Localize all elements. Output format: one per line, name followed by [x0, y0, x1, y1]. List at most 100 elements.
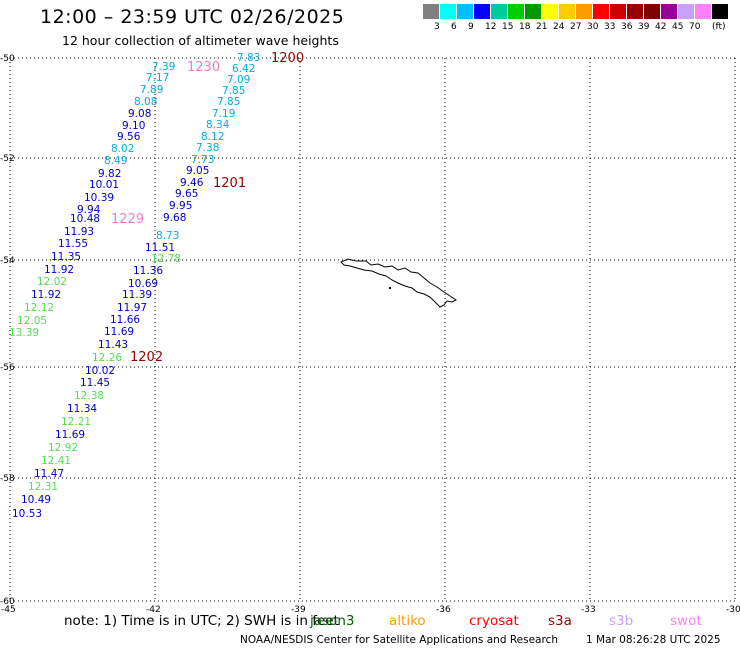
legend-swatch [677, 4, 694, 19]
track-time-labels: 1200 1230 1201 1229 1202 [111, 51, 304, 365]
wave-height-value: 7.89 [140, 84, 163, 96]
legend-swatch [473, 4, 490, 19]
legend-tick-label: 33 [604, 22, 616, 32]
legend-tick-label: 9 [468, 22, 474, 32]
page-subtitle: 12 hour collection of altimeter wave hei… [62, 33, 339, 48]
wave-height-value: 7.09 [227, 74, 250, 86]
satellite-label-jason3: jason3 [310, 613, 355, 629]
legend-tick-label: 12 [485, 22, 497, 32]
legend-swatch [558, 4, 575, 19]
footer-note: note: 1) Time is in UTC; 2) SWH is in fe… [64, 613, 339, 629]
latitude-tick-label: -50 [0, 54, 15, 64]
longitude-tick-label: -33 [581, 605, 596, 615]
wave-height-value: 11.66 [110, 314, 140, 326]
wave-height-value: 12.12 [24, 302, 54, 314]
wave-height-value: 11.43 [98, 339, 128, 351]
wave-height-value: 8.73 [156, 230, 179, 242]
wave-height-value: 9.68 [163, 212, 186, 224]
wave-height-value: 11.93 [64, 226, 94, 238]
wave-height-value: 9.65 [175, 188, 198, 200]
wave-height-value: 11.69 [55, 429, 85, 441]
legend-tick-label: 45 [672, 22, 684, 32]
satellite-label-s3a: s3a [548, 613, 572, 629]
wave-height-value: 8.49 [104, 155, 127, 167]
wave-height-value: 11.69 [104, 326, 134, 338]
legend-tick-label: 24 [553, 22, 565, 32]
wave-height-value: 11.45 [80, 377, 110, 389]
generation-timestamp: 1 Mar 08:26:28 UTC 2025 [586, 634, 721, 646]
wave-height-value: 12.02 [37, 276, 67, 288]
longitude-tick-label: -45 [1, 605, 16, 615]
legend-swatch [422, 4, 439, 19]
wave-height-value: 9.56 [117, 131, 141, 143]
latitude-tick-label: -58 [0, 474, 15, 484]
wave-height-value: 9.08 [128, 108, 151, 120]
track-time-label: 1200 [271, 51, 304, 66]
longitude-tick-label: -36 [436, 605, 451, 615]
color-legend: 3 6 9 12 15 18 21 24 27 30 33 36 39 42 45 70 (ft) [422, 4, 740, 32]
legend-swatch [490, 4, 507, 19]
wave-height-value: 8.02 [111, 143, 134, 155]
track-time-label: 1202 [130, 350, 163, 365]
legend-tick-label: 27 [570, 22, 582, 32]
wave-height-value: 9.05 [186, 165, 209, 177]
legend-swatch [643, 4, 660, 19]
track-time-label: 1201 [213, 176, 246, 191]
wave-height-value: 7.38 [196, 142, 219, 154]
page-title: 12:00 – 23:59 UTC 02/26/2025 [40, 6, 345, 28]
wave-height-value: 11.34 [67, 403, 97, 415]
satellite-label-cryosat: cryosat [469, 613, 519, 629]
wave-height-value: 9.95 [169, 200, 192, 212]
legend-tick-label: 21 [536, 22, 548, 32]
satellite-label-s3b: s3b [609, 613, 634, 629]
legend-swatch [626, 4, 643, 19]
wave-height-value: 7.17 [146, 72, 169, 84]
legend-unit: (ft) [712, 22, 726, 32]
legend-tick-label: 42 [655, 22, 667, 32]
legend-tick-label: 18 [519, 22, 531, 32]
satellite-label-altiko: altiko [389, 613, 426, 629]
track-time-label: 1229 [111, 212, 144, 227]
longitude-tick-label: -39 [291, 605, 306, 615]
wave-height-value: 7.85 [217, 96, 240, 108]
legend-tick-label: 36 [621, 22, 633, 32]
wave-height-value: 10.01 [89, 179, 119, 191]
wave-height-value: 11.55 [58, 238, 88, 250]
wave-height-value: 12.41 [41, 455, 71, 467]
wave-height-value: 7.85 [222, 85, 245, 97]
wave-height-value: 12.31 [28, 481, 58, 493]
track-time-label: 1230 [187, 60, 220, 75]
legend-swatch [541, 4, 558, 19]
wave-height-value: 11.92 [31, 289, 61, 301]
wave-height-value: 11.39 [122, 289, 152, 301]
satellite-label-swot: swot [670, 613, 702, 629]
wave-height-value: 10.48 [70, 213, 100, 225]
legend-tick-label: 39 [638, 22, 650, 32]
altimeter-tracks: 7.836.427.097.857.857.198.348.127.387.73… [9, 52, 260, 520]
wave-height-value: 11.35 [51, 251, 81, 263]
island-islet [389, 287, 391, 289]
south-georgia-island-outline [340, 258, 457, 308]
legend-tick-label: 30 [587, 22, 599, 32]
longitude-tick-label: -30 [726, 605, 740, 615]
wave-height-value: 9.46 [180, 177, 204, 189]
legend-tick-label: 3 [434, 22, 440, 32]
legend-swatch [456, 4, 473, 19]
legend-swatch [439, 4, 456, 19]
legend-swatch [507, 4, 524, 19]
legend-swatch [592, 4, 609, 19]
legend-swatch [609, 4, 626, 19]
wave-height-value: 10.02 [85, 365, 115, 377]
legend-swatch [711, 4, 728, 19]
wave-height-value: 12.21 [61, 416, 91, 428]
wave-height-value: 10.39 [84, 192, 114, 204]
legend-swatches [422, 4, 740, 19]
wave-height-value: 11.47 [34, 468, 64, 480]
wave-height-value: 13.39 [9, 327, 39, 339]
wave-height-value: 12.26 [92, 352, 122, 364]
legend-swatch [660, 4, 677, 19]
wave-height-value: 12.38 [74, 390, 104, 402]
wave-height-value: 7.73 [191, 154, 214, 166]
legend-swatch [575, 4, 592, 19]
